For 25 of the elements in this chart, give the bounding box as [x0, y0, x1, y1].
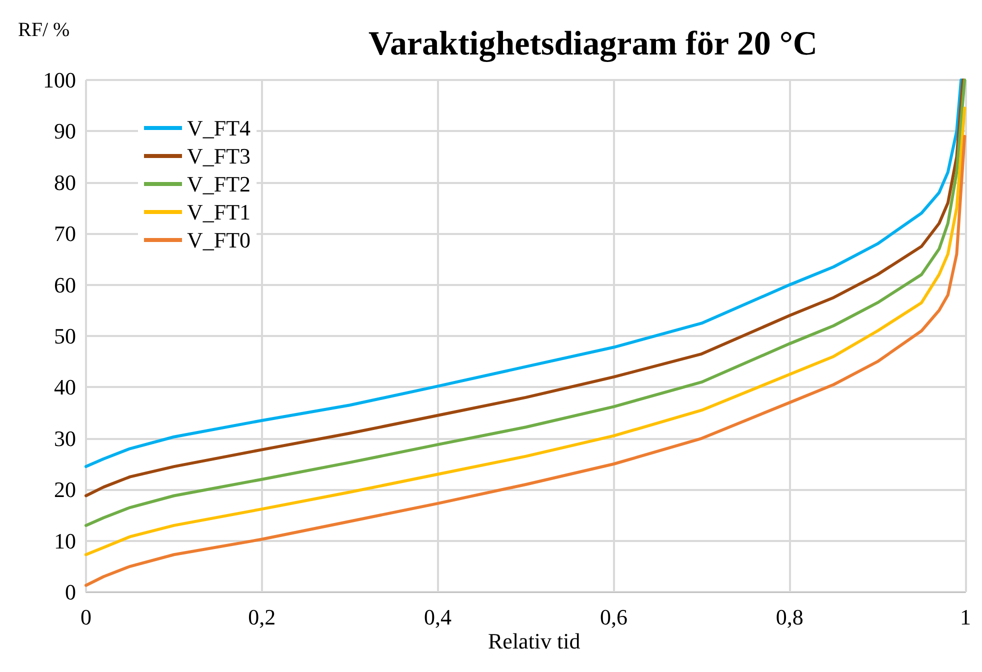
x-tick-label: 0,6 — [600, 604, 628, 630]
x-tick-label: 0,2 — [248, 604, 276, 630]
y-tick-label: 90 — [54, 118, 76, 144]
y-tick-label: 40 — [54, 374, 76, 400]
y-tick-label: 100 — [43, 68, 76, 92]
legend-label: V_FT0 — [187, 228, 251, 252]
y-axis-title: RF/ % — [18, 19, 70, 41]
chart-title: Varaktighetsdiagram för 20 °C — [368, 26, 818, 62]
y-tick-label: 70 — [54, 221, 76, 246]
x-tick-label: 0,8 — [776, 604, 804, 630]
x-tick-label: 1 — [960, 604, 971, 630]
y-tick-label: 20 — [54, 477, 76, 502]
y-tick-label: 10 — [54, 528, 76, 554]
legend-label: V_FT3 — [187, 144, 251, 168]
y-tick-label: 50 — [54, 324, 76, 348]
y-tick-label: 0 — [65, 580, 76, 604]
y-tick-label: 60 — [54, 272, 76, 298]
x-tick-label: 0,4 — [424, 604, 452, 630]
x-axis-title: Relativ tid — [488, 628, 580, 654]
y-tick-label: 80 — [54, 170, 76, 195]
y-tick-label: 30 — [54, 426, 76, 451]
legend-label: V_FT4 — [187, 116, 251, 140]
legend-label: V_FT1 — [187, 200, 251, 224]
legend-label: V_FT2 — [187, 172, 251, 196]
x-tick-label: 0 — [80, 604, 92, 630]
